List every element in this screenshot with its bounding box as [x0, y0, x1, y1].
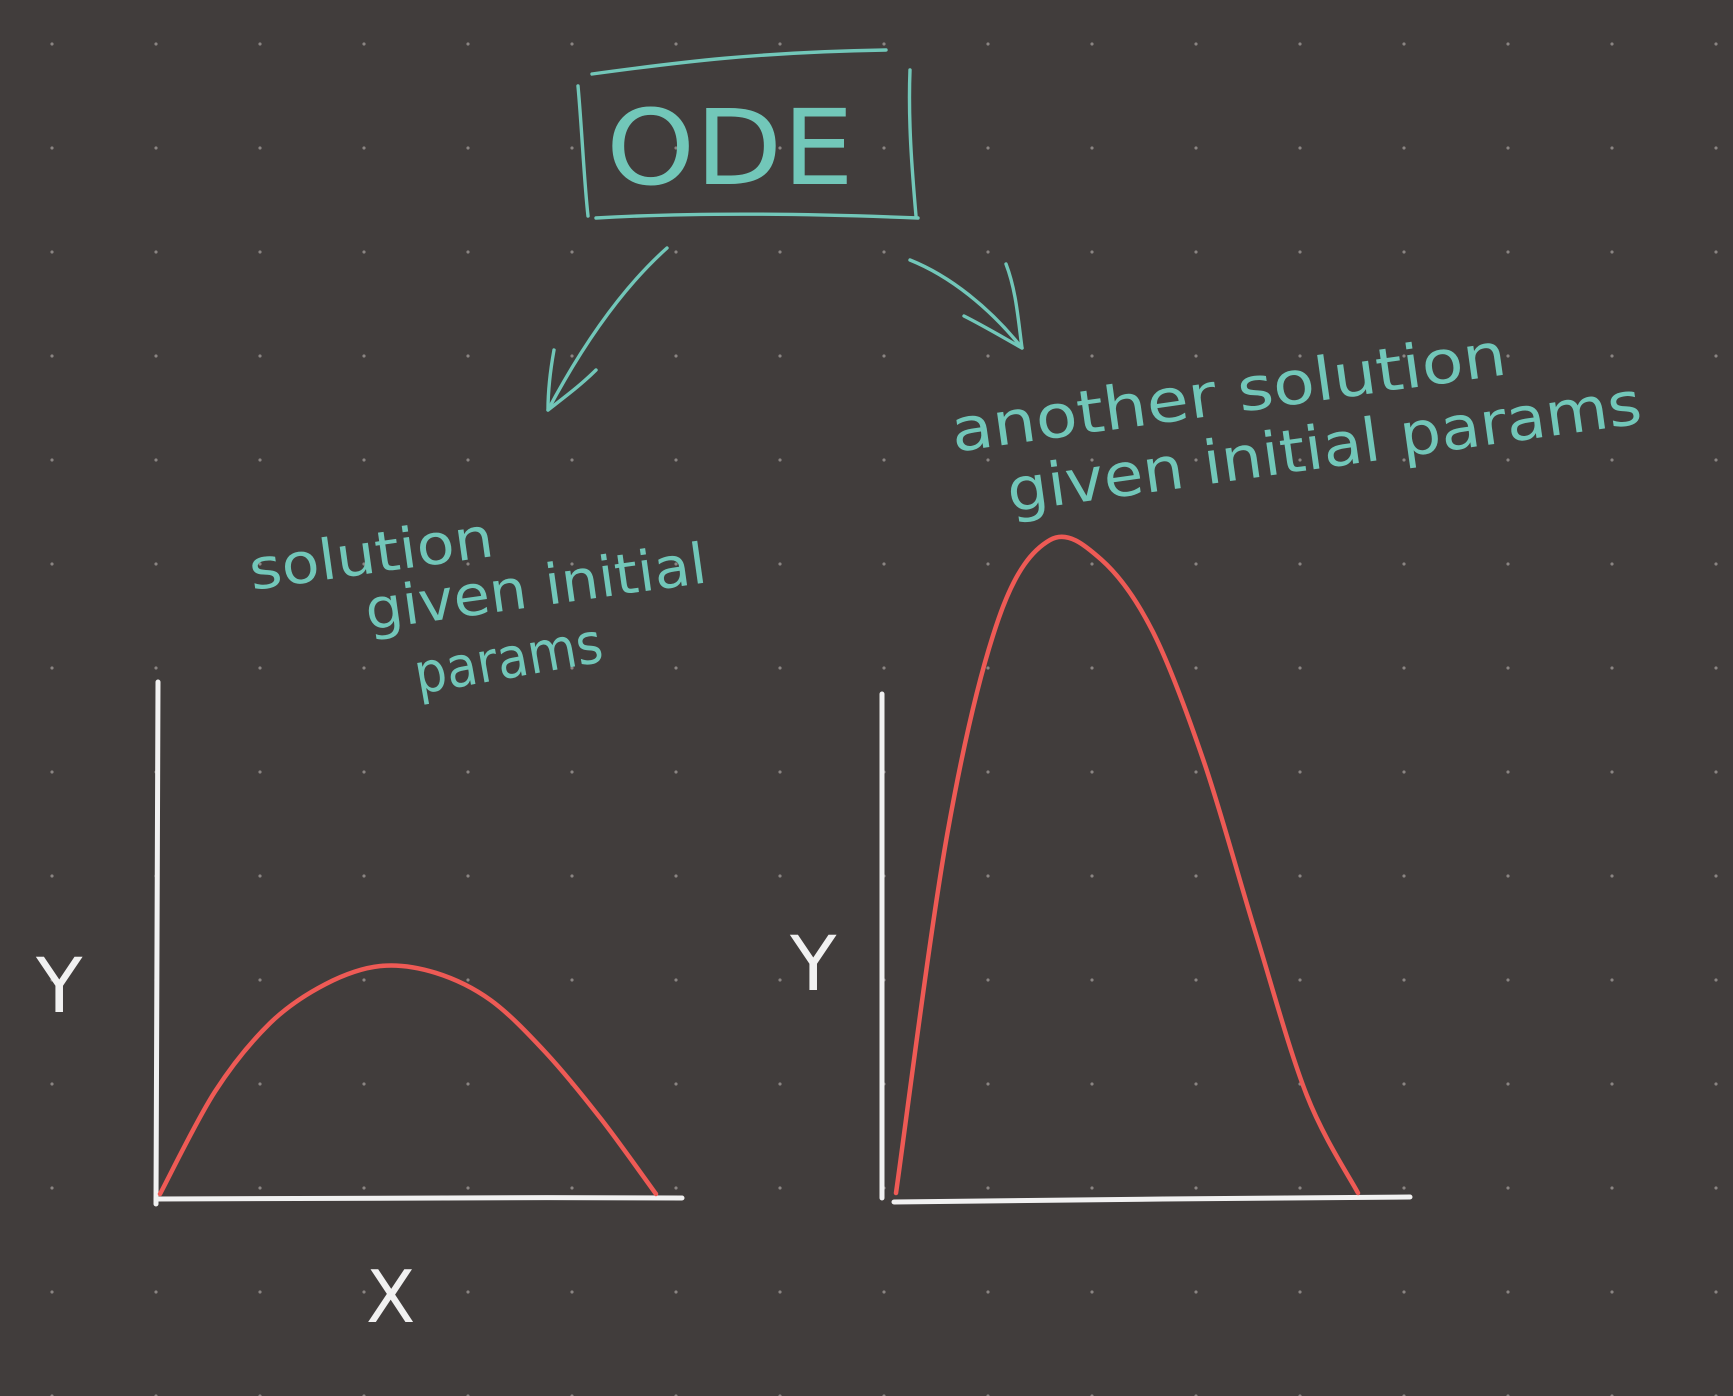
- note-right: another solution given initial params: [946, 320, 1646, 527]
- note-left: solution given initial params: [245, 505, 711, 708]
- chart-left-y-axis: [153, 679, 161, 1207]
- ode-label: ODE: [606, 87, 854, 209]
- chart-right-y-label: Y: [789, 919, 837, 1008]
- arrow-right: [908, 258, 1024, 350]
- chart-left-y-label: Y: [35, 941, 83, 1030]
- chart-right-curve: [893, 534, 1361, 1196]
- chart-left-x-label: X: [366, 1255, 415, 1339]
- chart-left-x-axis: [153, 1195, 685, 1202]
- ode-box-right: [907, 68, 918, 218]
- chart-left-curve: [157, 963, 659, 1197]
- chart-right: Y: [789, 534, 1413, 1205]
- chart-left: Y X: [35, 679, 685, 1339]
- arrow-left: [546, 246, 669, 412]
- ode-box: ODE: [576, 48, 920, 220]
- ode-box-top: [590, 48, 888, 76]
- ode-box-left: [576, 84, 590, 218]
- ode-box-bottom: [594, 212, 920, 220]
- chart-right-x-axis: [891, 1194, 1413, 1205]
